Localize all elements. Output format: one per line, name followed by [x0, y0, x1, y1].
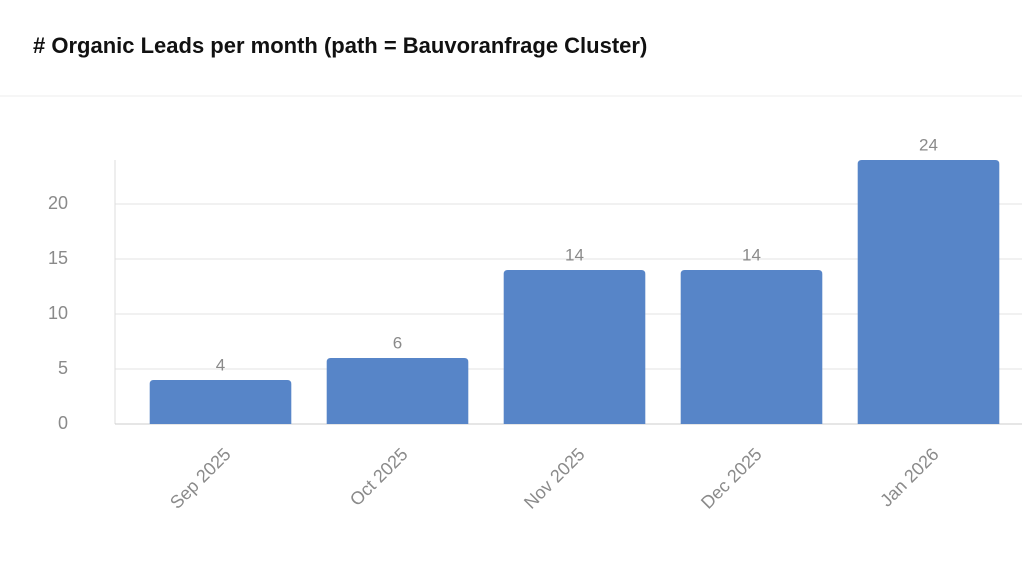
value-label: 6: [393, 333, 402, 352]
x-tick-label: Jan 2026: [876, 444, 943, 511]
x-tick-label: Oct 2025: [346, 444, 412, 510]
bar: [680, 270, 823, 424]
x-tick-label: Dec 2025: [697, 444, 766, 513]
y-tick-label: 15: [48, 248, 68, 268]
y-tick-label: 10: [48, 303, 68, 323]
bar: [326, 358, 469, 424]
value-label: 24: [919, 135, 938, 154]
y-tick-label: 5: [58, 358, 68, 378]
value-label: 14: [565, 245, 584, 264]
x-tick-label: Sep 2025: [166, 444, 235, 513]
bar: [857, 160, 1000, 424]
x-tick-label: Nov 2025: [520, 444, 589, 513]
bar: [503, 270, 646, 424]
y-tick-label: 0: [58, 413, 68, 433]
chart-title: # Organic Leads per month (path = Bauvor…: [33, 33, 647, 58]
value-label: 14: [742, 245, 761, 264]
y-tick-label: 20: [48, 193, 68, 213]
value-label: 4: [216, 355, 225, 374]
bar: [149, 380, 292, 424]
